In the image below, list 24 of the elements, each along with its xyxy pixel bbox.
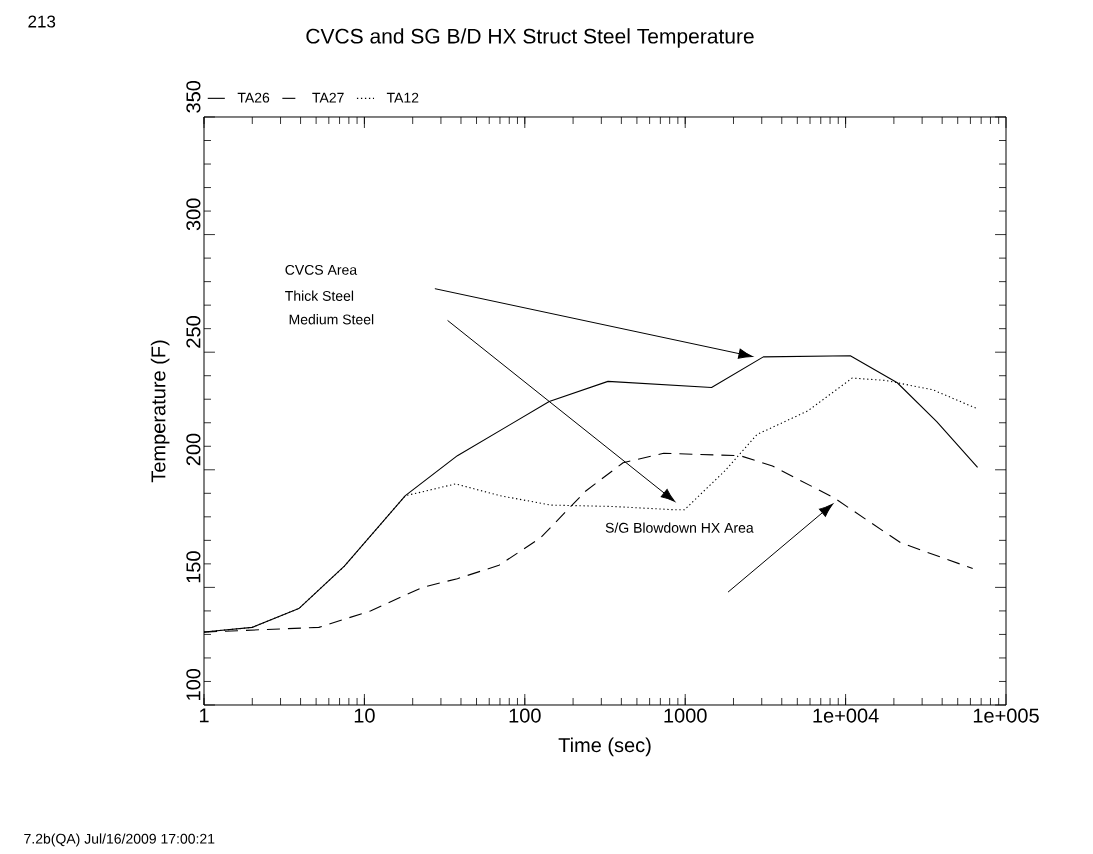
annotation: CVCS Area [285, 264, 358, 275]
y-tick-label: 200 [186, 433, 201, 466]
legend-label: TA27 [312, 92, 344, 103]
x-axis-title: Time (sec) [558, 737, 651, 757]
chart-title: CVCS and SG B/D HX Struct Steel Temperature [306, 28, 754, 48]
annotation: Thick Steel [285, 290, 354, 301]
annotation: Medium Steel [289, 314, 374, 325]
legend-label: TA12 [386, 92, 419, 103]
text: 213 [28, 15, 56, 28]
y-tick-label: 350 [186, 80, 201, 113]
y-tick-label: 300 [186, 198, 201, 231]
y-tick-label: 100 [186, 668, 201, 700]
x-tick-label: 1 [199, 708, 209, 723]
x-tick-label: 1e+004 [813, 708, 879, 723]
x-tick-label: 100 [509, 708, 541, 723]
y-tick-label: 150 [186, 551, 201, 583]
x-tick-label: 1e+005 [973, 708, 1039, 723]
y-axis-title: Temperature (F) [150, 340, 170, 483]
x-tick-label: 10 [354, 708, 375, 723]
legend-label: TA26 [237, 92, 270, 103]
text: 7.2b(QA) Jul/16/2009 17:00:21 [24, 833, 215, 847]
y-tick-label: 250 [186, 316, 201, 348]
annotation: S/G Blowdown HX Area [605, 522, 754, 533]
x-tick-label: 1000 [664, 708, 707, 723]
